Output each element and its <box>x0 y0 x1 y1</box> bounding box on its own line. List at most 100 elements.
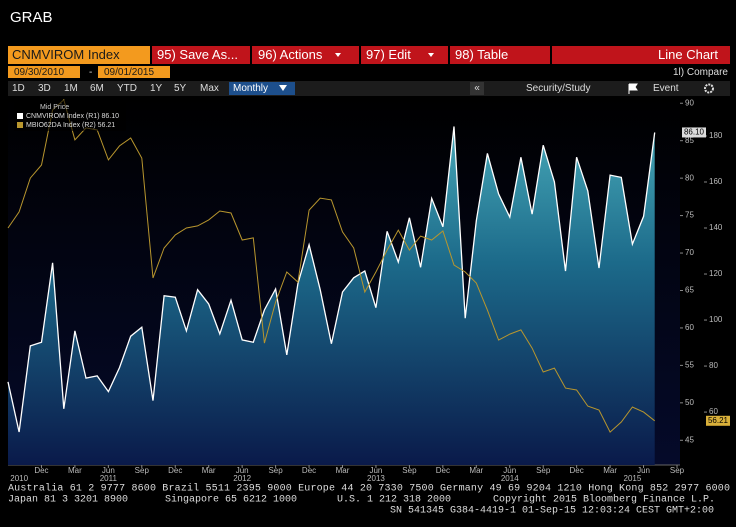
footer-line: Australia 61 2 9777 8600 Brazil 5511 239… <box>8 483 730 495</box>
y2-tick-label: 160 <box>709 177 723 186</box>
dropdown-arrow[interactable] <box>335 53 341 57</box>
legend-label: MBIO62DA Index (R2) 56.21 <box>26 122 115 129</box>
x-tick-label: Mar <box>336 466 350 475</box>
period-button[interactable]: 1M <box>64 83 78 94</box>
period-bar <box>8 81 730 96</box>
y2-tick-label: 100 <box>709 315 723 324</box>
year-label: 2011 <box>100 474 118 483</box>
start-date-field[interactable] <box>8 66 80 78</box>
x-tick-label: Sep <box>402 466 417 475</box>
end-date[interactable]: 09/01/2015 <box>104 67 154 78</box>
view-name: Line Chart <box>658 47 718 62</box>
date-separator: - <box>89 67 92 78</box>
y-tick-label: 85 <box>685 136 694 145</box>
menu-button[interactable]: 97) Edit <box>366 47 411 62</box>
footer-item: U.S. 1 212 318 2000 <box>337 495 451 506</box>
collapse-label[interactable]: « <box>474 83 480 94</box>
period-button[interactable]: 5Y <box>174 83 187 94</box>
period-button[interactable]: YTD <box>117 83 137 94</box>
legend-last-label: 86.10 <box>102 113 120 120</box>
x-tick-label: Jun <box>236 466 249 475</box>
y-tick-label: 90 <box>685 98 694 107</box>
legend-name: MBIO62DA Index <box>26 122 81 129</box>
legend-swatch <box>17 113 23 119</box>
y2-tick-label: 140 <box>709 223 723 232</box>
x-tick-label: Jun <box>369 466 382 475</box>
event-button[interactable]: Event <box>653 83 679 94</box>
last-value-box <box>682 127 706 138</box>
legend-name: CNMVIROM Index <box>26 113 84 120</box>
footer-item: Japan 81 3 3201 8900 <box>8 495 128 506</box>
collapse-button[interactable] <box>470 82 484 95</box>
end-date-field[interactable] <box>98 66 170 78</box>
y-tick-label: 55 <box>685 360 694 369</box>
year-label: 2010 <box>10 474 28 483</box>
y-tick-label: 45 <box>685 435 694 444</box>
footer-line: Japan 81 3 3201 8900 Singapore 65 6212 10… <box>8 494 715 506</box>
y2-tick-label: 80 <box>709 361 718 370</box>
period-button[interactable]: Max <box>200 83 219 94</box>
security-name[interactable]: CNMVIROM Index <box>12 47 120 62</box>
x-tick-label: Jun <box>503 466 516 475</box>
x-tick-label: Jun <box>102 466 115 475</box>
x-tick-label: Mar <box>202 466 216 475</box>
menu-button[interactable]: 96) Actions <box>258 47 323 62</box>
y-tick-label: 80 <box>685 173 694 182</box>
y-tick-label: 50 <box>685 398 694 407</box>
menu-bar <box>152 46 730 64</box>
footer-line: SN 541345 G384-4419-1 01-Sep-15 12:03:24… <box>390 506 714 517</box>
last-value-label: 86.10 <box>684 128 705 137</box>
year-label: 2014 <box>501 474 519 483</box>
x-tick-label: Jun <box>637 466 650 475</box>
plot: 45 50 55 60 65 70 75 80 85 90 60 80 100 120 140 160 180 D… <box>7 98 730 483</box>
legend-label: CNMVIROM Index (R1) 86.10 <box>26 113 119 120</box>
legend <box>14 100 126 131</box>
legend-axis-label: (R1) <box>86 113 100 120</box>
period-button[interactable]: 3D <box>38 83 51 94</box>
security-field[interactable] <box>8 46 150 64</box>
legend-last-label: 56.21 <box>98 122 116 129</box>
dropdown-arrow[interactable] <box>279 85 287 91</box>
settings-icon[interactable] <box>704 83 714 94</box>
dropdown-arrow[interactable] <box>428 53 434 57</box>
legend-axis-label: (R2) <box>82 122 96 129</box>
year-label: 2012 <box>233 474 251 483</box>
window-title: GRAB <box>10 9 53 26</box>
x-tick-label: Dec <box>570 466 584 475</box>
frequency-label[interactable]: Monthly <box>233 83 268 94</box>
period-buttons: 1D 3D 1M 6M YTD 1Y 5Y Max <box>12 83 219 94</box>
year-label: 2015 <box>624 474 642 483</box>
y2-tick-label: 180 <box>709 131 723 140</box>
x-tick-label: Sep <box>670 466 685 475</box>
x-tick-label: Sep <box>135 466 150 475</box>
study-button[interactable]: Security/Study <box>526 83 590 94</box>
x-tick-label: Sep <box>268 466 283 475</box>
menu-button[interactable]: 95) Save As... <box>157 47 238 62</box>
period-button[interactable]: 1Y <box>150 83 163 94</box>
x-tick-label: Mar <box>469 466 483 475</box>
x-tick-label: Dec <box>302 466 316 475</box>
footer-item: Singapore 65 6212 1000 <box>165 494 297 506</box>
last-value-label: 56.21 <box>708 416 729 425</box>
menu-button[interactable]: 98) Table <box>455 47 508 62</box>
area-fill <box>8 126 655 465</box>
footer-item: Copyright 2015 Bloomberg Finance L.P. <box>493 494 715 506</box>
x-tick-label: Mar <box>68 466 82 475</box>
compare-button[interactable]: 1l) Compare <box>673 67 728 78</box>
year-label: 2013 <box>367 474 385 483</box>
y-tick-label: 75 <box>685 211 694 220</box>
period-button[interactable]: 1D <box>12 83 25 94</box>
x-tick-label: Mar <box>603 466 617 475</box>
legend-title: Mid Price <box>40 104 69 111</box>
y2-tick-label: 120 <box>709 269 723 278</box>
period-button[interactable]: 6M <box>90 83 104 94</box>
series-line <box>7 98 656 433</box>
y2-tick-label: 60 <box>709 407 718 416</box>
frequency-button[interactable] <box>229 82 295 95</box>
flag-icon[interactable] <box>628 83 638 94</box>
y-tick-label: 65 <box>685 286 694 295</box>
menu-buttons: 95) Save As... 96) Actions 97) Edit 98) Tab… <box>157 46 552 64</box>
x-tick-label: Dec <box>34 466 48 475</box>
x-tick-label: Dec <box>168 466 182 475</box>
start-date[interactable]: 09/30/2010 <box>14 67 64 78</box>
